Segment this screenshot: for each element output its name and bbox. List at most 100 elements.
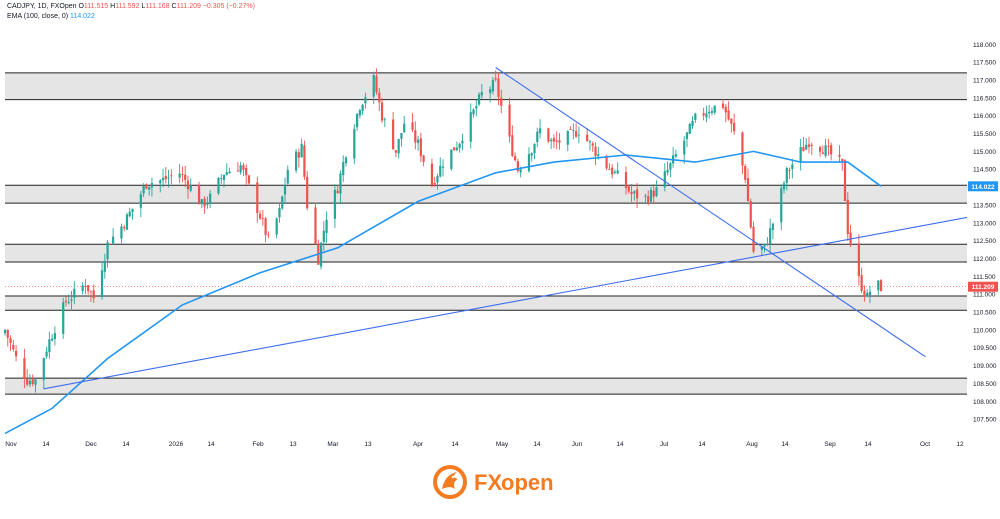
candle-body: [879, 280, 883, 292]
candle-body: [655, 187, 658, 196]
candle-body: [294, 151, 298, 171]
x-tick-label: 14: [207, 441, 215, 448]
candle-body: [103, 260, 106, 272]
x-tick-label: 13: [289, 441, 297, 448]
candle-body: [868, 291, 872, 295]
candle-body: [184, 174, 187, 180]
candle-body: [342, 162, 345, 176]
x-tick-label: 14: [781, 441, 789, 448]
candle-body: [627, 186, 630, 192]
x-tick-label: 14: [451, 441, 459, 448]
candle-body: [297, 152, 300, 158]
sr-zone: [5, 295, 967, 311]
candle-body: [26, 378, 29, 385]
fxopen-logo: FX open: [430, 462, 580, 502]
candle-body: [339, 173, 342, 194]
candle-body: [150, 183, 154, 188]
candle-body: [472, 109, 475, 115]
candle-body: [494, 77, 497, 80]
candle-body: [392, 119, 395, 150]
y-tick-label: 108.000: [973, 399, 997, 406]
candle-body: [683, 140, 686, 155]
candle-body: [81, 285, 84, 291]
candle-body: [145, 184, 148, 189]
candle-body: [242, 165, 245, 170]
y-tick-label: 113.500: [973, 202, 996, 209]
candle-body: [225, 172, 228, 175]
candle-body: [635, 189, 639, 199]
candle-body: [500, 97, 503, 106]
y-tick-label: 111.500: [973, 274, 996, 281]
sr-zone: [5, 72, 967, 100]
candle-body: [206, 202, 209, 205]
close-label: C: [171, 3, 177, 10]
candle-body: [530, 153, 533, 156]
candle-body: [333, 189, 337, 219]
y-tick-label: 110.500: [973, 310, 996, 317]
candle-body: [766, 243, 769, 245]
candle-body: [550, 139, 553, 142]
high-label: H: [110, 3, 116, 10]
candle-body: [70, 299, 73, 301]
x-tick-label: Feb: [252, 441, 264, 448]
candle-body: [92, 290, 95, 299]
y-tick-label: 112.000: [973, 256, 996, 263]
candle-body: [516, 161, 519, 171]
candle-body: [125, 214, 129, 230]
candle-body: [67, 301, 70, 304]
candle-body: [433, 182, 436, 185]
candle-body: [461, 140, 464, 144]
candle-body: [577, 134, 580, 136]
candle-body: [611, 167, 614, 175]
x-tick-label: Mar: [327, 441, 339, 448]
candle-body: [84, 285, 87, 288]
candle-body: [6, 329, 9, 338]
candle-body: [857, 243, 860, 277]
candle-body: [569, 129, 572, 130]
candle-body: [749, 201, 752, 228]
candle-body: [228, 171, 231, 174]
x-tick-label: Aug: [746, 441, 758, 448]
candle-body: [344, 157, 348, 164]
candle-body: [574, 131, 578, 137]
ema-legend-label: EMA (100, close, 0): [7, 13, 69, 20]
candle-body: [802, 146, 805, 152]
candle-body: [23, 358, 26, 379]
candle-body: [838, 154, 841, 157]
candle-body: [148, 186, 151, 190]
candle-body: [721, 103, 725, 108]
candle-body: [236, 170, 239, 172]
y-tick-label: 118.000: [973, 42, 996, 49]
candle-body: [131, 208, 134, 213]
candle-body: [239, 165, 242, 173]
candle-body: [258, 213, 262, 219]
candle-body: [514, 156, 517, 161]
candle-body: [416, 139, 420, 143]
candle-body: [788, 170, 791, 171]
trendlines: [43, 67, 968, 390]
candle-body: [508, 104, 511, 137]
candle-body: [128, 211, 131, 217]
candle-body: [275, 218, 278, 235]
candle-body: [863, 290, 866, 297]
candle-body: [685, 132, 689, 139]
candle-body: [217, 177, 220, 194]
candle-body: [167, 177, 170, 179]
candle-body: [261, 217, 264, 219]
candle-body: [730, 118, 733, 124]
candle-body: [353, 129, 356, 159]
candle-body: [744, 166, 747, 180]
candle-body: [688, 124, 691, 134]
candle-body: [264, 218, 267, 236]
candle-body: [588, 141, 592, 143]
x-tick-label: Sep: [824, 441, 836, 448]
ema-line: [4, 150, 882, 435]
close-value: 111.209: [176, 3, 201, 10]
candle-body: [849, 232, 852, 245]
candle-body: [181, 174, 184, 175]
candle-body: [222, 174, 226, 181]
candle-body: [760, 246, 763, 250]
candle-body: [536, 131, 539, 143]
trendline: [495, 67, 926, 358]
candle-body: [805, 144, 808, 150]
